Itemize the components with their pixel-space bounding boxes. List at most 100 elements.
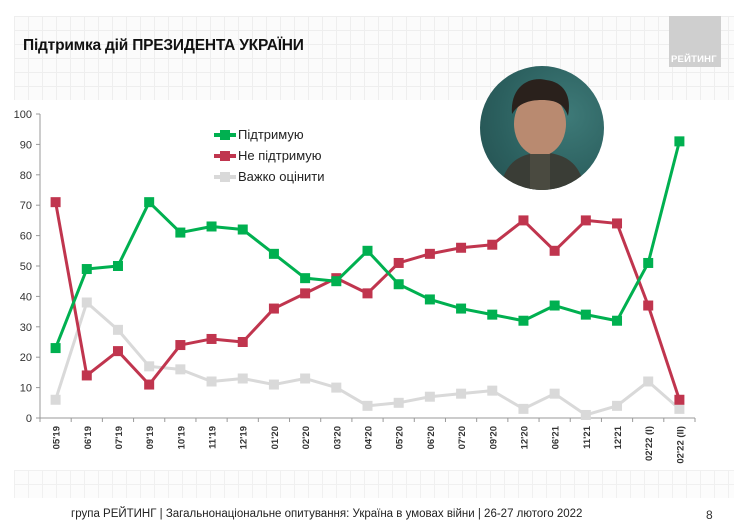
x-tick-label: 02'22 (I) [644,426,655,461]
y-tick-label: 30 [20,322,32,334]
data-point [50,394,61,405]
chart-legend: Підтримую Не підтримую Важко оцінити [214,124,325,187]
data-point [268,379,279,390]
brand-logo-text: РЕЙТИНГ [671,54,717,65]
data-point [237,224,248,235]
data-point [643,300,654,311]
data-point [580,409,591,420]
legend-item-not-support: Не підтримую [214,145,325,166]
data-point [144,361,155,372]
data-point [393,397,404,408]
series-line [50,297,685,420]
y-tick-label: 40 [20,291,32,303]
data-point [674,136,685,147]
x-tick-label: 01'20 [270,426,281,449]
data-point [580,215,591,226]
data-point [487,239,498,250]
legend-marker-icon [214,150,236,161]
data-point [206,376,217,387]
y-tick-label: 80 [20,170,32,182]
data-point [456,303,467,314]
data-point [206,333,217,344]
data-point [362,400,373,411]
data-point [237,337,248,347]
footer-source: група РЕЙТИНГ | Загальнонаціональне опит… [71,508,583,520]
data-point [643,376,654,387]
data-point [612,400,623,411]
page-number: 8 [706,508,713,522]
series-line [50,197,685,405]
data-point [456,388,467,399]
x-tick-label: 12'19 [239,426,250,449]
x-tick-label: 11'21 [582,425,593,449]
series-line [50,136,685,354]
data-point [674,394,685,405]
data-point [518,403,529,414]
x-tick-label: 10'19 [176,426,187,449]
data-point [175,364,186,375]
legend-label: Важко оцінити [238,169,325,184]
data-point [268,303,279,314]
y-tick-label: 50 [20,261,32,273]
line-chart: 0 10 20 30 40 50 60 70 80 90 100 05'19 06'19 07'19 09'… [14,109,696,464]
y-tick-label: 70 [20,200,32,212]
data-point [144,197,155,208]
x-tick-label: 06'21 [551,425,562,449]
x-tick-label: 06'20 [426,426,437,449]
y-tick-label: 20 [20,352,32,364]
y-tick-label: 90 [20,139,32,151]
data-point [81,264,92,275]
data-point [487,385,498,396]
legend-label: Підтримую [238,127,304,142]
data-point [331,382,342,393]
data-point [674,403,685,414]
x-tick-label: 12'21 [613,425,624,449]
data-point [206,221,217,232]
data-point [424,294,435,305]
header-band [14,16,734,100]
x-tick-label: 11'19 [208,426,219,449]
x-tick-label: 07'19 [114,426,125,449]
data-point [549,300,560,311]
data-point [237,373,248,384]
data-point [580,309,591,320]
portrait-photo [480,66,604,190]
data-point [81,370,92,381]
data-point [518,315,529,326]
data-point [112,324,123,335]
legend-label: Не підтримую [238,148,322,163]
data-point [424,391,435,402]
x-tick-label: 09'20 [488,426,499,449]
person-silhouette-icon [500,79,585,190]
data-point [50,197,61,208]
data-point [456,242,467,253]
data-point [81,297,92,308]
legend-item-hard-to-say: Важко оцінити [214,166,325,187]
x-tick-label: 03'20 [332,426,343,449]
data-point [612,218,623,229]
x-tick-label: 09'19 [145,426,156,449]
data-point [393,279,404,290]
data-point [144,379,155,390]
x-tick-label: 05'19 [52,426,63,449]
x-tick-label: 04'20 [364,426,375,449]
x-tick-label: 07'20 [457,426,468,449]
page-title: Підтримка дій ПРЕЗИДЕНТА УКРАЇНИ [23,37,304,54]
legend-marker-icon [214,129,236,140]
data-point [331,276,342,287]
legend-item-support: Підтримую [214,124,325,145]
x-tick-label: 02'20 [301,426,312,449]
data-point [268,248,279,259]
data-point [612,315,623,326]
data-point [300,373,311,384]
data-point [487,309,498,320]
footer-band [14,470,734,498]
data-point [549,245,560,256]
data-point [112,261,123,271]
brand-logo: РЕЙТИНГ [669,16,721,67]
data-point [393,257,404,268]
data-point [175,340,186,351]
data-point [518,215,529,226]
x-tick-label: 06'19 [83,426,94,449]
data-point [362,245,373,256]
